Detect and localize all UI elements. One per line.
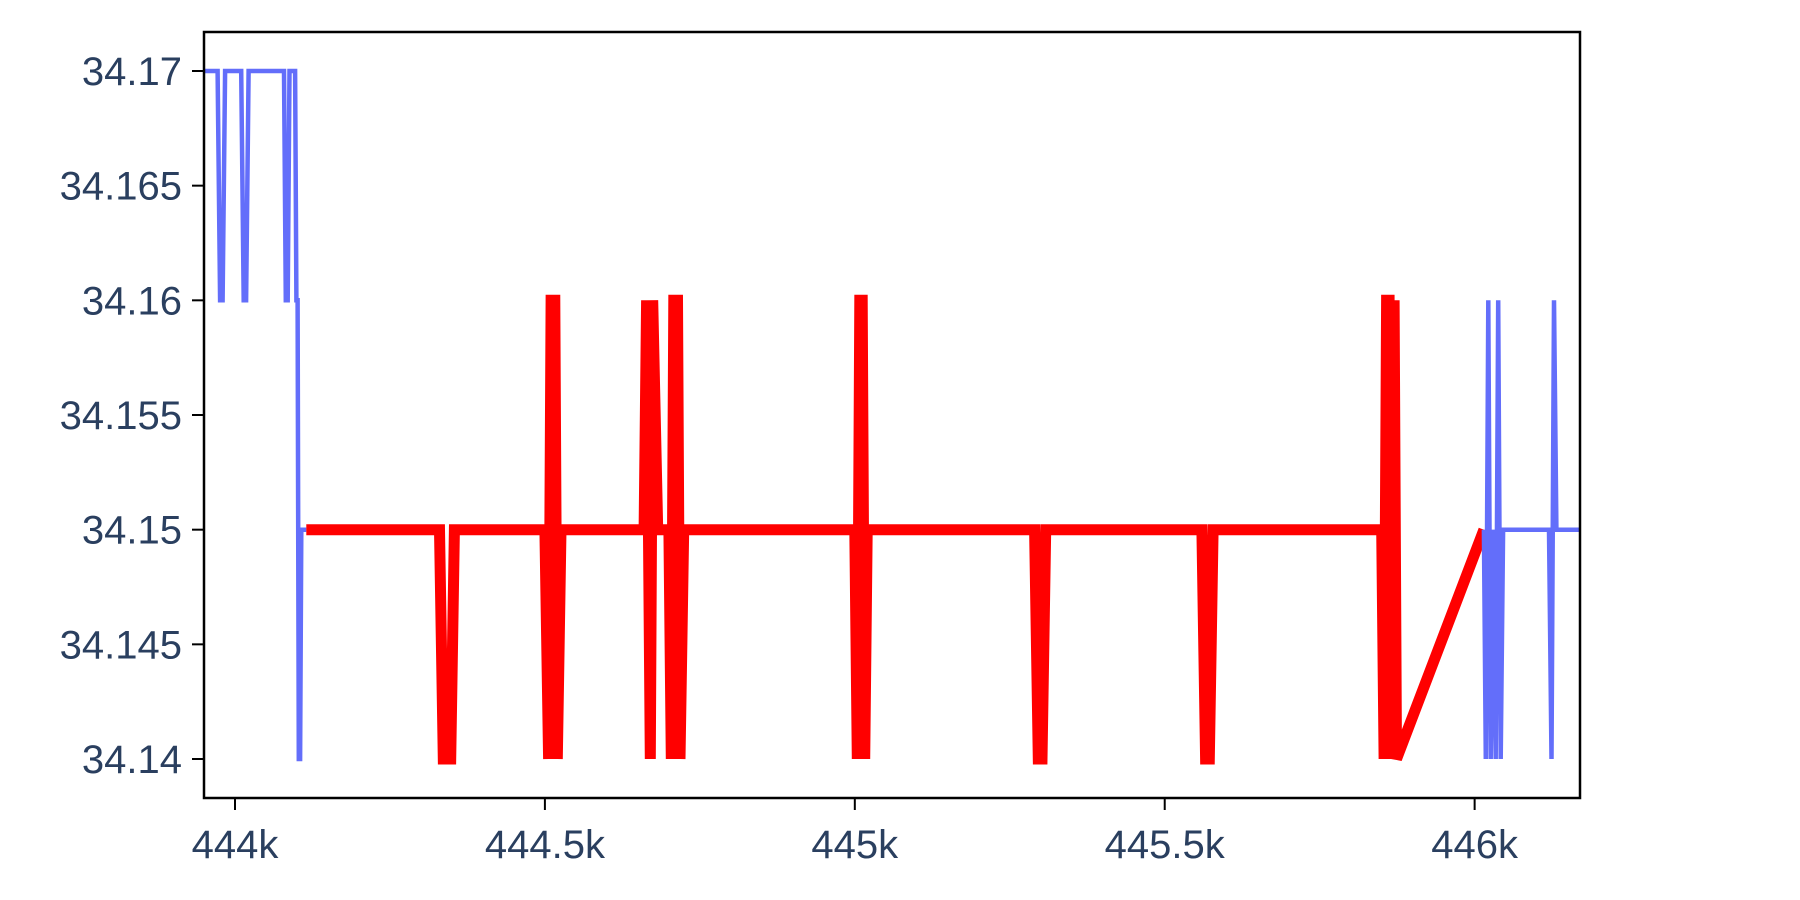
y-tick-label: 34.165 [60,165,182,209]
x-tick-label: 445.5k [1105,823,1226,867]
x-tick-label: 444.5k [485,823,606,867]
x-tick-label: 445k [811,823,899,867]
y-tick-label: 34.16 [82,279,182,323]
y-tick-label: 34.17 [82,50,182,94]
y-tick-label: 34.155 [60,394,182,438]
y-tick-label: 34.145 [60,623,182,667]
y-tick-label: 34.14 [82,738,182,782]
plot-frame [202,30,1582,800]
x-tick-label: 446k [1431,823,1519,867]
series-line-1 [204,68,307,762]
series-line-2 [306,294,1490,765]
series-layer [204,68,1580,765]
y-axis: 34.14 34.145 34.15 34.155 34.16 34.165 34.17 [60,50,204,782]
x-axis: 444k 444.5k 445k 445.5k 446k [192,798,1519,867]
y-tick-label: 34.15 [82,509,182,553]
x-tick-label: 444k [192,823,280,867]
series-line-3 [1481,300,1580,760]
